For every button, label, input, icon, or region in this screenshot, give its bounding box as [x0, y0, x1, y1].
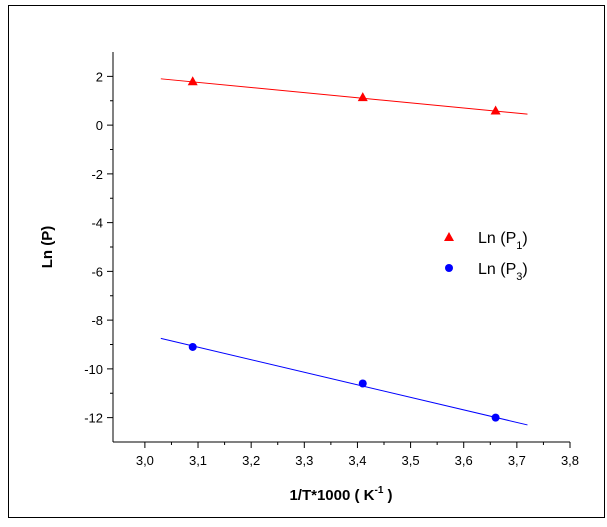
y-tick-label: -4	[91, 216, 103, 231]
marker-triangle	[444, 232, 454, 241]
x-tick-label: 3,5	[402, 453, 420, 468]
x-label-text: 1/T*1000 ( K	[289, 487, 374, 504]
legend-end: )	[522, 261, 527, 278]
marker-circle	[188, 342, 197, 351]
legend-end: )	[522, 230, 527, 247]
x-tick-label: 3,2	[242, 453, 260, 468]
x-tick-label: 3,4	[348, 453, 366, 468]
marker-circle	[491, 413, 500, 422]
x-tick-label: 3,3	[295, 453, 313, 468]
x-tick-label: 3,7	[508, 453, 526, 468]
x-tick-label: 3,6	[455, 453, 473, 468]
legend-sub: 3	[516, 271, 522, 283]
x-label-end: )	[383, 487, 392, 504]
y-tick-label: -8	[91, 313, 103, 328]
marker-triangle	[187, 76, 198, 86]
y-tick-label: 0	[96, 118, 103, 133]
marker-triangle	[490, 105, 501, 115]
x-tick-label: 3,8	[561, 453, 579, 468]
fit-line	[160, 78, 528, 115]
legend-text: Ln (P	[478, 230, 516, 247]
legend-sub: 1	[516, 240, 522, 252]
x-axis-label: 1/T*1000 ( K-1 )	[289, 485, 392, 504]
marker-triangle	[357, 92, 368, 102]
legend-text: Ln (P	[478, 261, 516, 278]
marker-circle	[358, 379, 367, 388]
x-label-sup: -1	[374, 485, 383, 496]
x-tick-label: 3,1	[189, 453, 207, 468]
y-tick-label: -12	[84, 411, 103, 426]
legend-label: Ln (P3)	[478, 261, 528, 283]
fit-line	[160, 337, 528, 426]
marker-circle	[445, 264, 453, 272]
frame	[8, 5, 605, 518]
y-tick-label: 2	[96, 69, 103, 84]
y-tick-label: -10	[84, 362, 103, 377]
x-tick-label: 3,0	[136, 453, 154, 468]
legend-label: Ln (P1)	[478, 230, 528, 252]
y-tick-label: -2	[91, 167, 103, 182]
y-axis-label: Ln (P)	[39, 226, 56, 269]
y-tick-label: -6	[91, 264, 103, 279]
